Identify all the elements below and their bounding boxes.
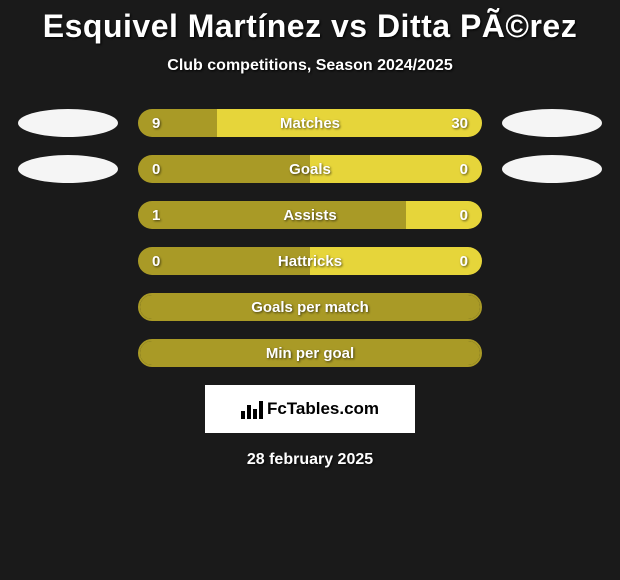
stat-bar: 00Goals (138, 155, 482, 183)
page-title: Esquivel Martínez vs Ditta PÃ©rez (0, 8, 620, 45)
stat-row: Min per goal (0, 339, 620, 367)
avatar-spacer (502, 293, 602, 321)
stat-bar: 930Matches (138, 109, 482, 137)
stat-row: 00Hattricks (0, 247, 620, 275)
player-left-avatar (18, 155, 118, 183)
comparison-container: Esquivel Martínez vs Ditta PÃ©rez Club c… (0, 0, 620, 469)
logo-text: FcTables.com (267, 399, 379, 419)
page-subtitle: Club competitions, Season 2024/2025 (0, 57, 620, 75)
bar-label: Min per goal (140, 345, 480, 362)
player-right-avatar (502, 155, 602, 183)
bar-label: Matches (138, 115, 482, 132)
avatar-spacer (18, 247, 118, 275)
avatar-spacer (502, 247, 602, 275)
bar-label: Goals (138, 161, 482, 178)
stat-bar: Min per goal (138, 339, 482, 367)
bar-label: Hattricks (138, 253, 482, 270)
stat-bar: 10Assists (138, 201, 482, 229)
barchart-icon (241, 399, 263, 419)
bars-region: 930Matches 00Goals 10Assists 00Hattricks Goa… (0, 109, 620, 367)
stat-row: Goals per match (0, 293, 620, 321)
stat-bar: Goals per match (138, 293, 482, 321)
bar-label: Assists (138, 207, 482, 224)
avatar-spacer (502, 201, 602, 229)
bar-label: Goals per match (140, 299, 480, 316)
date-text: 28 february 2025 (0, 451, 620, 469)
stat-row: 930Matches (0, 109, 620, 137)
stat-bar: 00Hattricks (138, 247, 482, 275)
avatar-spacer (502, 339, 602, 367)
avatar-spacer (18, 293, 118, 321)
stat-row: 10Assists (0, 201, 620, 229)
avatar-spacer (18, 339, 118, 367)
player-right-avatar (502, 109, 602, 137)
avatar-spacer (18, 201, 118, 229)
stat-row: 00Goals (0, 155, 620, 183)
player-left-avatar (18, 109, 118, 137)
logo-box: FcTables.com (205, 385, 415, 433)
